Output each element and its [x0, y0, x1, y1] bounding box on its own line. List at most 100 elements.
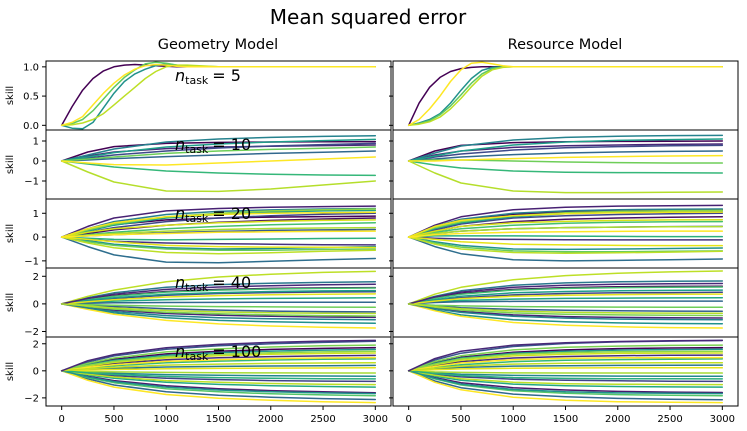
series-line-20 — [407, 230, 724, 238]
series-line-10 — [407, 154, 724, 162]
x-tick-label: 1000 — [154, 414, 179, 425]
series-line-6 — [60, 138, 377, 162]
x-tick-label: 2000 — [605, 414, 630, 425]
series-line-11 — [407, 303, 724, 329]
series-line-3 — [60, 142, 377, 162]
ntask-label-sub: task — [185, 281, 209, 294]
series-line-13 — [60, 236, 377, 251]
series-line-17 — [60, 219, 377, 238]
x-tick-label: 500 — [451, 414, 470, 425]
series-line-17 — [407, 218, 724, 238]
series-line-18 — [407, 236, 724, 247]
ntask-label: ntask = 20 — [175, 204, 251, 225]
y-tick-label: 1 — [33, 209, 39, 220]
series-line-18 — [60, 370, 377, 386]
y-tick-label: −1 — [24, 177, 39, 188]
series-line-7 — [60, 236, 377, 264]
series-line-20 — [60, 230, 377, 238]
ntask-label-sub: task — [185, 143, 209, 156]
series-line-7 — [60, 160, 377, 177]
series-line-23 — [407, 361, 724, 372]
panel-r1-c2 — [389, 60, 739, 131]
ntask-label-value: = 5 — [212, 66, 241, 85]
series-line-16 — [407, 236, 724, 254]
series-line-10 — [60, 156, 377, 166]
series-line-3 — [60, 205, 377, 238]
y-tick-label: −2 — [24, 393, 39, 404]
series-line-8 — [407, 159, 724, 164]
series-line-19 — [407, 211, 724, 238]
series-line-8 — [60, 287, 377, 305]
series-line-5 — [407, 61, 724, 127]
y-tick-label: 1.0 — [23, 62, 39, 73]
series-line-5 — [60, 63, 377, 127]
series-line-7 — [407, 236, 724, 262]
series-line-11 — [407, 235, 724, 238]
series-line-15 — [60, 293, 377, 305]
x-tick-label: 1000 — [501, 414, 526, 425]
y-axis-label: skill — [5, 362, 16, 381]
x-tick-label: 1500 — [206, 414, 231, 425]
series-line-4 — [60, 150, 377, 162]
series-line-16 — [60, 370, 377, 404]
x-tick-label: 2500 — [310, 414, 335, 425]
series-line-19 — [60, 211, 377, 238]
y-axis-label: skill — [5, 224, 16, 243]
series-line-16 — [60, 236, 377, 255]
panel-r1-c1: 0.0 0.5 1.0 skill ntask = 5 — [5, 60, 392, 132]
series-line-11 — [60, 236, 377, 241]
series-line-3 — [407, 354, 724, 372]
series-line-20 — [407, 370, 724, 380]
series-line-6 — [60, 370, 377, 401]
series-line-10 — [407, 270, 724, 305]
series-line-16 — [60, 303, 377, 321]
series-line-5 — [407, 134, 724, 162]
series-line-8 — [407, 286, 724, 305]
x-tick-label: 2000 — [258, 414, 283, 425]
ntask-label: ntask = 10 — [175, 135, 251, 156]
series-line-8 — [60, 370, 377, 377]
x-tick-label: 3000 — [363, 414, 388, 425]
series-line-13 — [407, 289, 724, 305]
series-line-19 — [407, 350, 724, 372]
x-tick-label: 1500 — [553, 414, 578, 425]
series-line-9 — [60, 303, 377, 317]
series-group — [407, 270, 724, 329]
ntask-label-n: n — [175, 135, 185, 154]
series-line-2 — [407, 370, 724, 394]
series-line-11 — [407, 358, 724, 372]
series-group — [407, 339, 724, 404]
series-line-17 — [407, 367, 724, 372]
series-line-1 — [60, 140, 377, 162]
series-line-5 — [407, 212, 724, 238]
x-tick-label: 3000 — [710, 414, 735, 425]
series-line-6 — [407, 138, 724, 162]
series-line-18 — [60, 236, 377, 249]
series-line-11 — [60, 303, 377, 329]
series-line-17 — [60, 367, 377, 372]
series-line-4 — [407, 150, 724, 162]
series-group — [407, 204, 724, 262]
y-tick-label: −1 — [24, 256, 39, 267]
panel-r3-c1: −1 0 1 skill ntask = 20 — [5, 198, 392, 269]
ntask-label-value: = 100 — [212, 342, 261, 361]
series-line-20 — [60, 370, 377, 380]
y-tick-label: 2 — [33, 339, 39, 350]
series-line-15 — [60, 226, 377, 238]
ntask-label: ntask = 40 — [175, 273, 251, 294]
series-line-13 — [407, 236, 724, 253]
series-line-6 — [60, 303, 377, 324]
series-line-16 — [407, 370, 724, 404]
series-line-18 — [407, 303, 724, 315]
series-line-17 — [60, 283, 377, 305]
series-line-14 — [407, 370, 724, 374]
ntask-label-sub: task — [185, 74, 209, 87]
series-line-10 — [407, 370, 724, 388]
series-line-21 — [407, 356, 724, 372]
series-line-12 — [407, 300, 724, 305]
series-line-7 — [407, 160, 724, 174]
series-line-24 — [60, 339, 377, 372]
series-line-7 — [407, 297, 724, 305]
series-line-10 — [60, 370, 377, 388]
